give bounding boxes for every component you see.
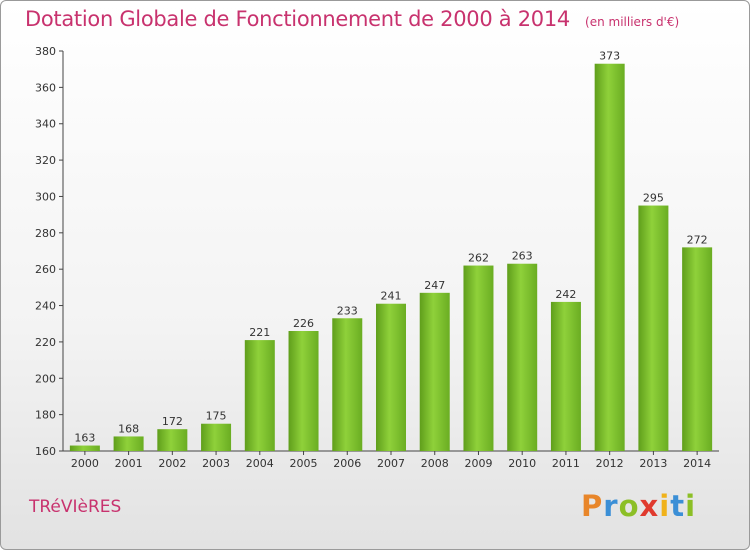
y-tick-label: 260 (35, 263, 56, 276)
bar (69, 445, 100, 451)
x-tick-label: 2000 (71, 457, 99, 470)
x-tick-label: 2003 (202, 457, 230, 470)
bar (682, 247, 713, 451)
commune-name: TRéVIèRES (29, 497, 122, 517)
bar-value-label: 262 (468, 252, 489, 265)
y-tick-label: 280 (35, 227, 56, 240)
x-tick-label: 2009 (464, 457, 492, 470)
bar (507, 263, 538, 451)
bar-value-label: 373 (599, 50, 620, 63)
bar (157, 429, 188, 451)
y-tick-label: 200 (35, 372, 56, 385)
x-tick-label: 2013 (639, 457, 667, 470)
y-tick-label: 180 (35, 409, 56, 422)
bar (201, 423, 232, 451)
bar-value-label: 247 (424, 279, 445, 292)
bar-value-label: 172 (162, 415, 183, 428)
x-tick-label: 2012 (596, 457, 624, 470)
bar (638, 205, 669, 451)
logo-letter: x (639, 489, 660, 523)
y-tick-label: 360 (35, 81, 56, 94)
y-tick-label: 220 (35, 336, 56, 349)
bars: 163 168 172 175 221 226 233 241 247 262 263 242 373 2… (69, 50, 713, 452)
bar-value-label: 272 (687, 233, 708, 246)
bar (244, 340, 275, 451)
bar (113, 436, 144, 451)
x-tick-label: 2007 (377, 457, 405, 470)
y-axis: 160 180 200 220 240 260 280 300 320 340 360 380 (35, 45, 64, 458)
x-tick-label: 2010 (508, 457, 536, 470)
bar-value-label: 295 (643, 192, 664, 205)
bar (419, 292, 450, 451)
bar-value-label: 226 (293, 317, 314, 330)
y-tick-label: 160 (35, 445, 56, 458)
x-tick-label: 2006 (333, 457, 361, 470)
x-tick-label: 2002 (158, 457, 186, 470)
y-tick-label: 240 (35, 300, 56, 313)
logo-letter: t (670, 489, 686, 523)
bar-value-label: 168 (118, 422, 139, 435)
bar (594, 63, 625, 452)
logo-letter: i (659, 489, 671, 523)
x-axis: 2000 2001 2002 2003 2004 2005 2006 2007 2008 2009… (63, 450, 719, 470)
x-tick-label: 2011 (552, 457, 580, 470)
bar (332, 318, 363, 451)
logo-letter: P (581, 489, 604, 523)
logo-letter: o (618, 489, 640, 523)
logo-letter: r (603, 489, 619, 523)
bar (550, 301, 581, 451)
x-tick-label: 2004 (246, 457, 274, 470)
title-row: Dotation Globale de Fonctionnement de 20… (25, 7, 679, 31)
bar-value-label: 263 (512, 250, 533, 263)
bar-value-label: 242 (555, 288, 576, 301)
x-tick-label: 2005 (290, 457, 318, 470)
x-tick-label: 2008 (421, 457, 449, 470)
x-tick-label: 2001 (115, 457, 143, 470)
logo-letter: i (685, 489, 697, 523)
x-tick-label: 2014 (683, 457, 711, 470)
bar-value-label: 233 (337, 304, 358, 317)
y-tick-label: 340 (35, 118, 56, 131)
bar (288, 331, 319, 451)
bar-value-label: 241 (381, 290, 402, 303)
y-tick-label: 300 (35, 190, 56, 203)
bar (463, 265, 494, 451)
bar-value-label: 163 (74, 432, 95, 445)
bar-value-label: 221 (249, 326, 270, 339)
bar (376, 303, 406, 451)
chart-title: Dotation Globale de Fonctionnement de 20… (25, 7, 570, 31)
chart-subtitle: (en milliers d'€) (585, 15, 680, 29)
bar-value-label: 175 (206, 410, 227, 423)
proxiti-logo: Proxiti (581, 489, 696, 523)
y-tick-label: 320 (35, 154, 56, 167)
y-tick-label: 380 (35, 45, 56, 58)
